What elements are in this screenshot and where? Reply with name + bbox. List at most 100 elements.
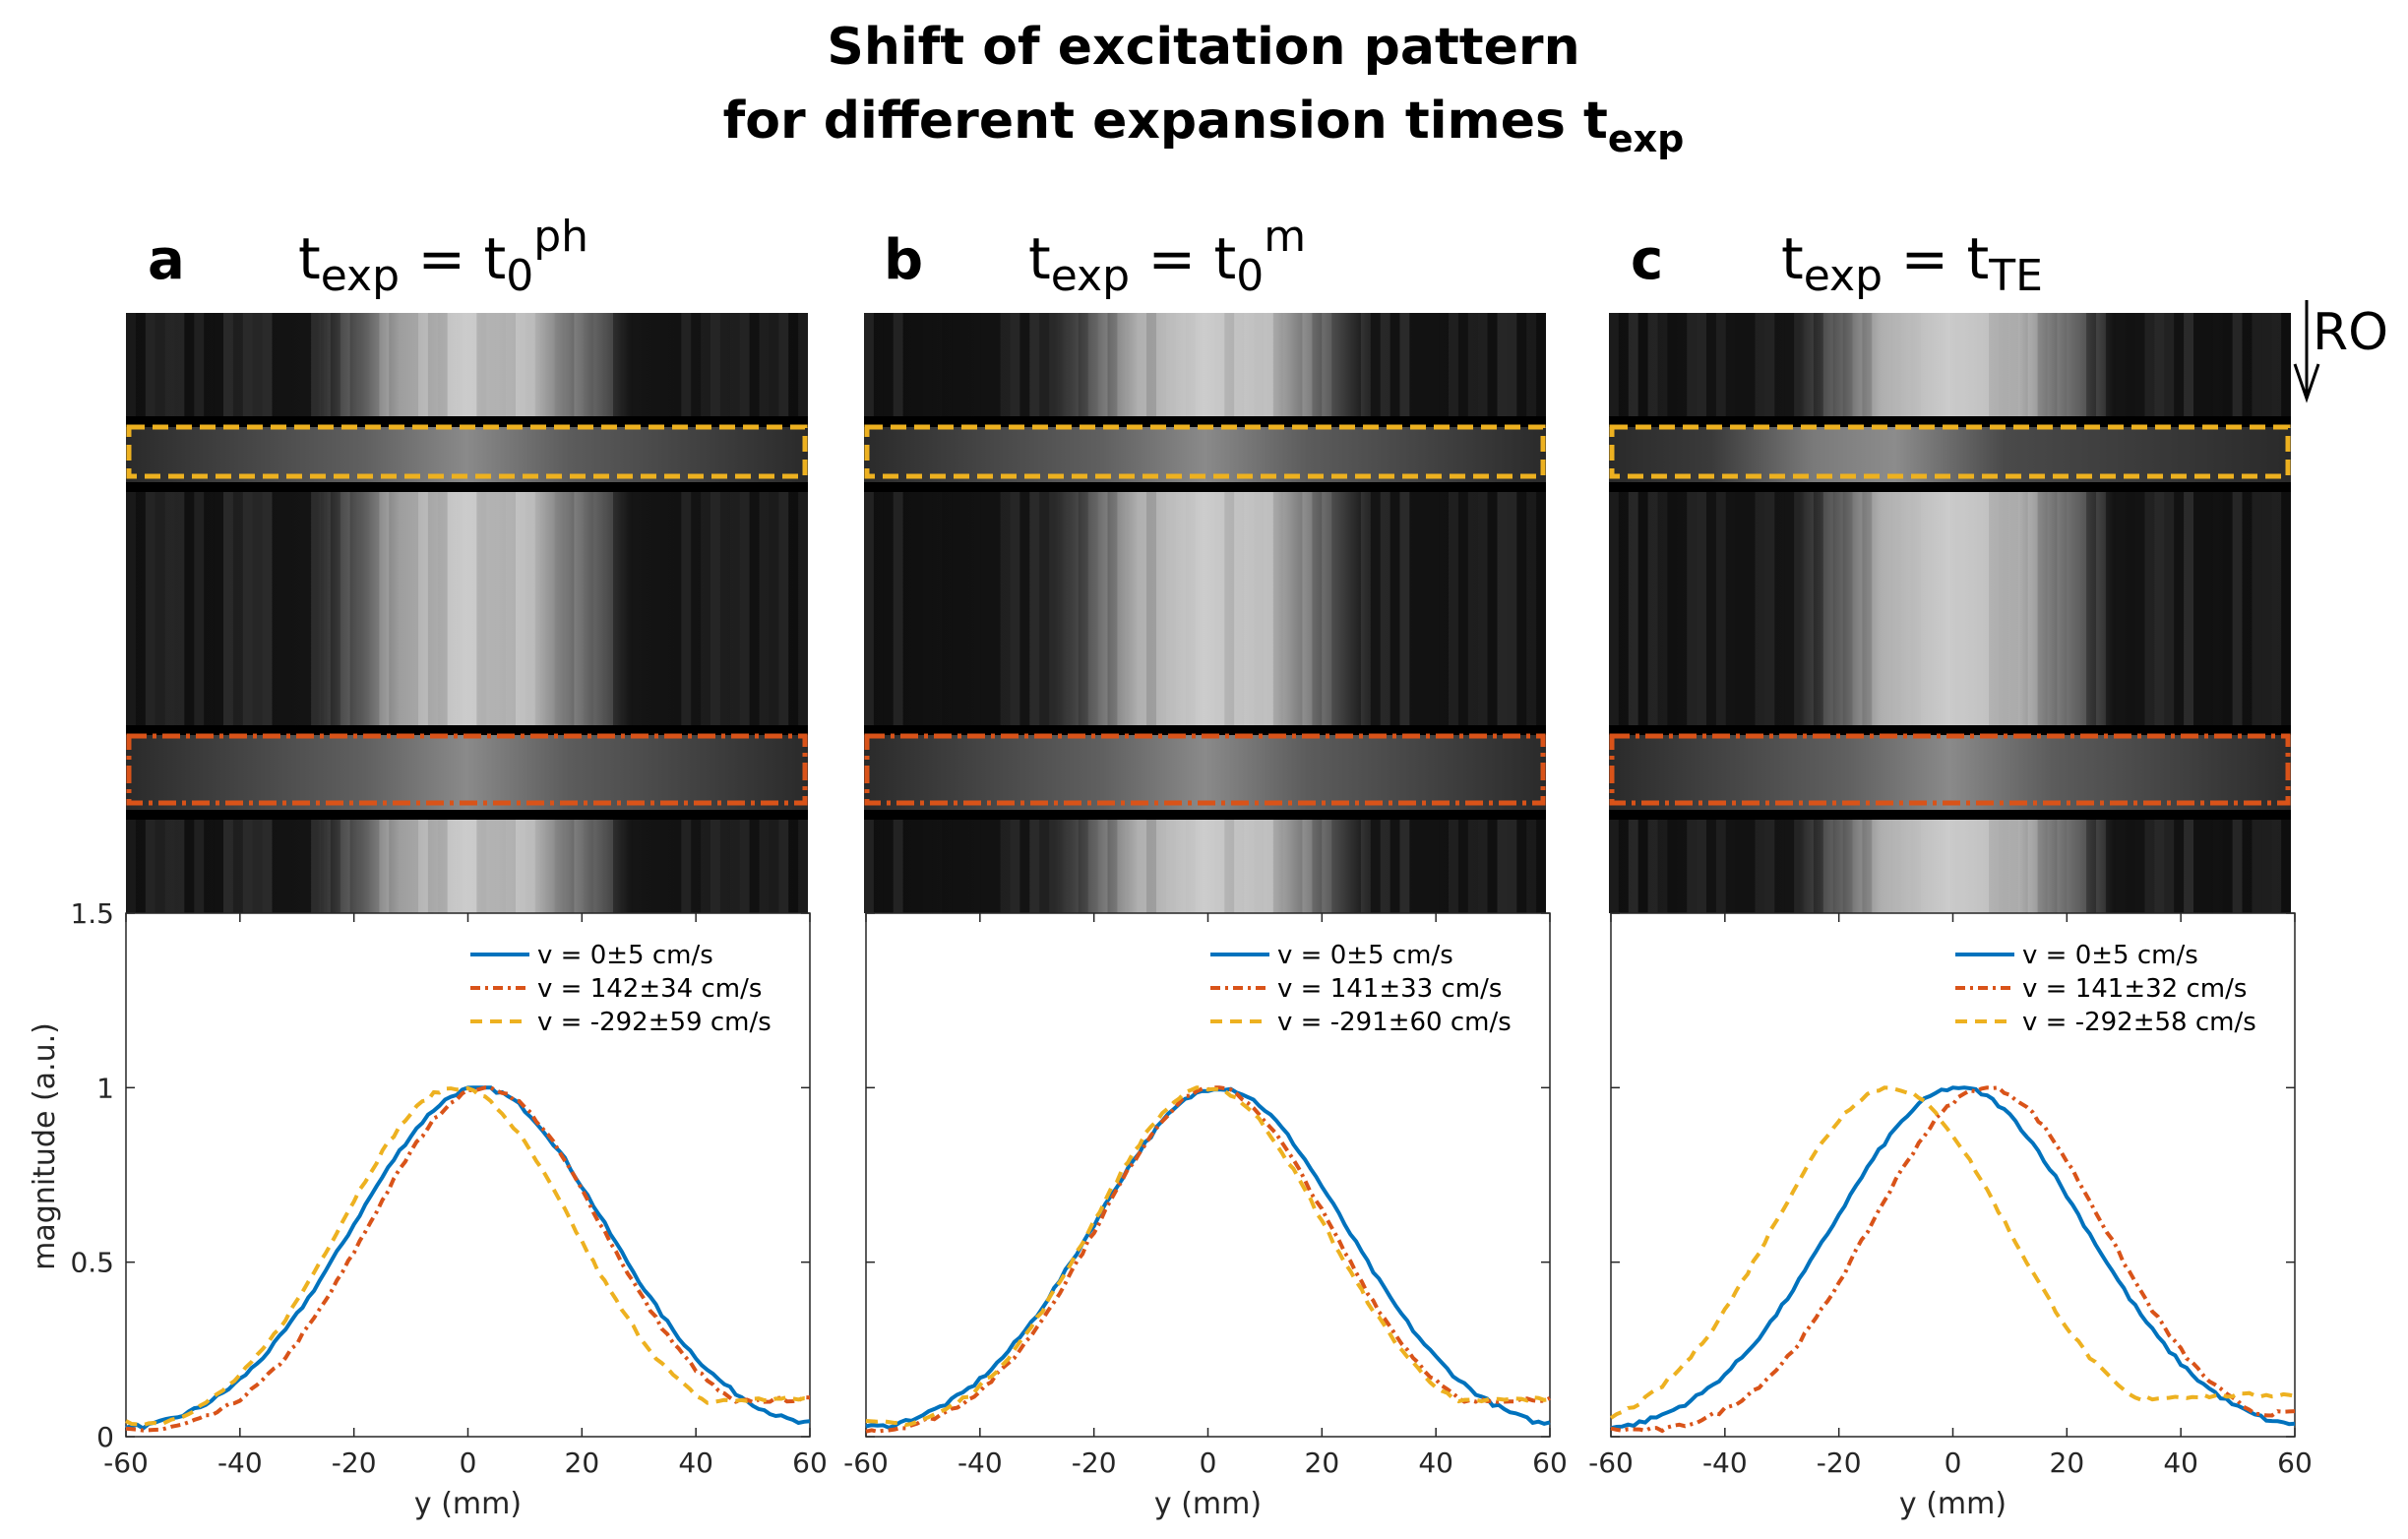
mri-pixel-column — [1399, 313, 1410, 913]
mri-pixel-column — [301, 313, 312, 913]
mri-pixel-column — [2184, 313, 2193, 913]
mri-pixel-column — [291, 313, 302, 913]
mri-pixel-column — [2271, 313, 2282, 913]
mri-pixel-column — [2007, 313, 2018, 913]
header-sup: m — [1264, 212, 1306, 262]
mri-pixel-column — [1516, 313, 1527, 913]
y-tick-label: 1 — [96, 1072, 114, 1104]
mri-pixel-column — [1097, 313, 1108, 913]
mri-pixel-column — [486, 313, 497, 913]
mri-pixel-column — [883, 313, 894, 913]
mri-pixel-column — [932, 313, 943, 913]
x-tick-label: 40 — [1418, 1447, 1453, 1479]
mri-dark-band — [864, 482, 1546, 492]
mri-pixel-column — [1282, 313, 1293, 913]
mri-pixel-column — [1618, 313, 1629, 913]
series-line-3 — [865, 1085, 1551, 1428]
mri-pixel-column — [1725, 313, 1736, 913]
mri-pixel-column — [1146, 313, 1156, 913]
header-eq: = t — [400, 225, 506, 292]
mri-pixel-column — [1263, 313, 1273, 913]
mri-pixel-column — [214, 313, 223, 913]
x-tick-label: 0 — [460, 1447, 477, 1479]
header-exp: exp — [321, 251, 400, 301]
legend-entry: v = -291±60 cm/s — [1277, 1008, 1512, 1037]
x-tick-label: -20 — [332, 1447, 377, 1479]
header-exp: exp — [1051, 251, 1130, 301]
x-tick-label: 0 — [1945, 1447, 1962, 1479]
legend-entry: v = 141±33 cm/s — [1277, 974, 1502, 1004]
mri-pixel-column — [1715, 313, 1726, 913]
mri-pixel-column — [1487, 313, 1498, 913]
mri-pixel-column — [2067, 313, 2077, 913]
mri-pixel-column — [1959, 313, 1970, 913]
figure-title-line1: Shift of excitation pattern — [827, 18, 1579, 77]
mri-pixel-column — [1507, 313, 1517, 913]
mri-pixel-column — [2027, 313, 2038, 913]
mri-pixel-column — [1380, 313, 1390, 913]
mri-pixel-column — [1419, 313, 1430, 913]
mri-pixel-column — [1497, 313, 1508, 913]
profile-plot: -60 -40 -20 0 20 40 60 0 0.5 1 1.5 y (mm) v = 0±5 cm… — [70, 897, 827, 1521]
mri-pixel-column — [1117, 313, 1128, 913]
mri-pixel-column — [1029, 313, 1040, 913]
mri-pixel-column — [154, 313, 165, 913]
legend-entry: v = -292±58 cm/s — [2022, 1008, 2256, 1037]
mri-pixel-column — [359, 313, 370, 913]
roi-box-yellow — [126, 424, 808, 479]
mri-pixel-column — [1331, 313, 1342, 913]
mri-pixel-column — [691, 313, 702, 913]
mri-dark-band — [864, 810, 1546, 820]
mri-pixel-column — [399, 313, 409, 913]
x-axis-label: y (mm) — [1899, 1487, 2007, 1521]
mri-dark-band — [126, 482, 808, 492]
mri-pixel-column — [788, 313, 799, 913]
mri-pixel-column — [194, 313, 205, 913]
mri-image — [864, 313, 1546, 913]
mri-pixel-column — [710, 313, 720, 913]
header-t: t — [1028, 225, 1051, 292]
mri-image — [1609, 313, 2291, 913]
mri-pixel-column — [1930, 313, 1941, 913]
mri-pixel-column — [1667, 313, 1678, 913]
mri-pixel-column — [1234, 313, 1245, 913]
mri-pixel-column — [1852, 313, 1863, 913]
mri-pixel-column — [2057, 313, 2068, 913]
mri-pixel-column — [922, 313, 933, 913]
mri-pixel-column — [893, 313, 903, 913]
mri-pixel-column — [2222, 313, 2233, 913]
mri-pixel-column — [427, 313, 438, 913]
mri-pixel-column — [1628, 313, 1638, 913]
mri-pixel-column — [184, 313, 195, 913]
mri-pixel-column — [408, 313, 418, 913]
mri-pixel-column — [759, 313, 770, 913]
legend: v = 0±5 cm/s v = 141±33 cm/s v = -291±60 c… — [1210, 941, 1512, 1037]
series-line-2 — [1610, 1085, 2296, 1434]
header-eq: = t — [1130, 225, 1236, 292]
mri-pixel-column — [457, 313, 467, 913]
mri-pixel-column — [1010, 313, 1020, 913]
mri-pixel-column — [2037, 313, 2048, 913]
mri-pixel-column — [1341, 313, 1351, 913]
mri-excited-stripe-top — [864, 427, 1546, 482]
mri-pixel-column — [952, 313, 961, 913]
mri-pixel-column — [942, 313, 953, 913]
series-line-2 — [125, 1085, 811, 1433]
mri-pixel-column — [1019, 313, 1030, 913]
mri-pixel-column — [418, 313, 428, 913]
mri-pixel-column — [126, 313, 136, 913]
mri-pixel-column — [603, 313, 613, 913]
profile-plot: -60 -40 -20 0 20 40 60 y (mm) v = 0±5 cm/s v = 14… — [843, 912, 1568, 1521]
mri-pixel-column — [1195, 313, 1205, 913]
mri-dark-band — [126, 416, 808, 427]
mri-pixel-column — [1224, 313, 1235, 913]
mri-pixel-column — [864, 313, 874, 913]
legend: v = 0±5 cm/s v = 142±34 cm/s v = -292±59 c… — [470, 941, 772, 1037]
mri-pixel-column — [1891, 313, 1901, 913]
mri-pixel-column — [719, 313, 730, 913]
legend-entry: v = 142±34 cm/s — [537, 974, 762, 1004]
mri-pixel-column — [1910, 313, 1921, 913]
mri-pixel-column — [1774, 313, 1785, 913]
mri-pixel-column — [1735, 313, 1746, 913]
